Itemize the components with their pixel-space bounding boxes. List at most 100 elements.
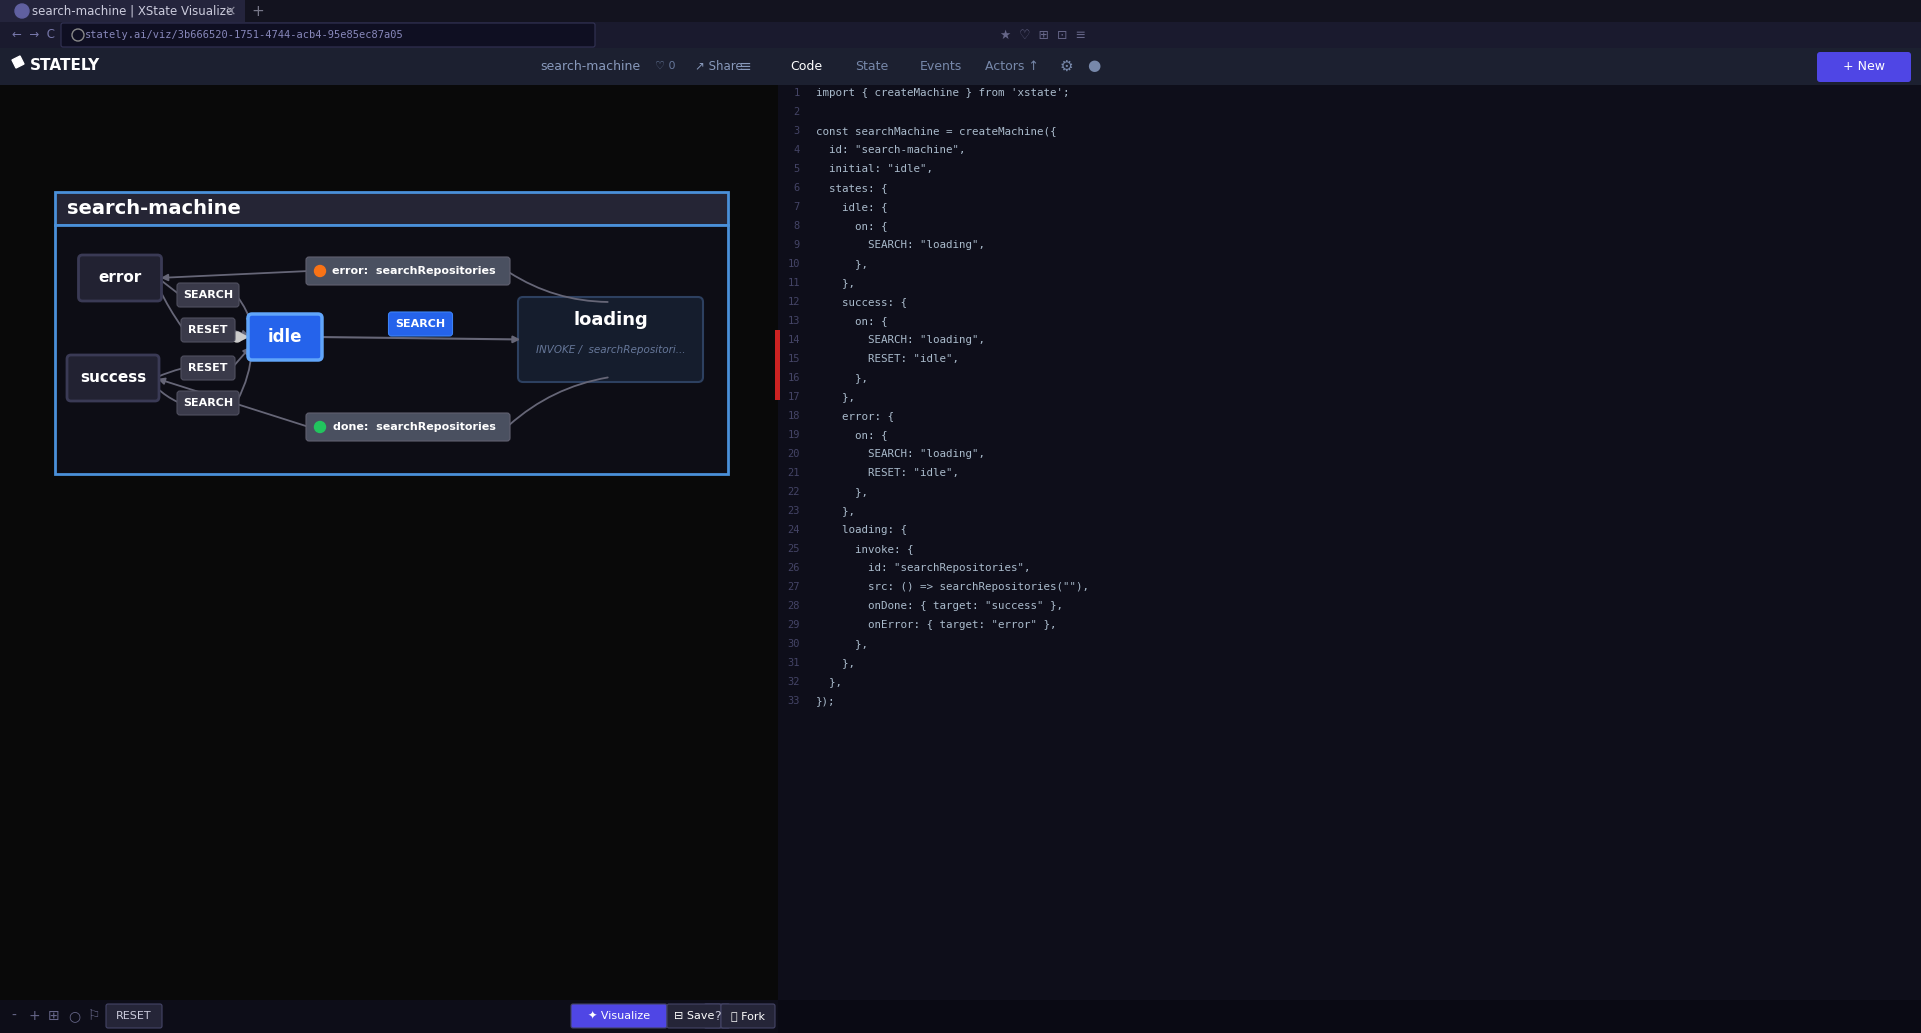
FancyBboxPatch shape [248,314,323,359]
FancyBboxPatch shape [0,48,1921,85]
FancyBboxPatch shape [774,330,780,400]
FancyBboxPatch shape [177,392,238,415]
Text: search-machine: search-machine [67,199,240,218]
Text: RESET: RESET [188,363,229,373]
Text: Code: Code [790,60,822,72]
Text: ✦ Visualize: ✦ Visualize [588,1011,649,1021]
Text: ≡: ≡ [738,59,751,73]
Text: State: State [855,60,888,72]
FancyBboxPatch shape [56,192,728,225]
Text: 14: 14 [788,335,799,345]
Text: SEARCH: "loading",: SEARCH: "loading", [816,240,985,250]
Text: 10: 10 [788,259,799,269]
Text: 12: 12 [788,298,799,307]
Text: invoke: {: invoke: { [816,544,914,554]
Text: search-machine: search-machine [540,60,640,72]
Text: 7: 7 [793,202,799,212]
Text: 27: 27 [788,582,799,592]
Text: initial: "idle",: initial: "idle", [816,164,934,174]
Text: },: }, [816,658,855,668]
FancyBboxPatch shape [181,318,234,342]
Text: 21: 21 [788,468,799,478]
Text: 24: 24 [788,525,799,535]
FancyBboxPatch shape [61,23,596,46]
Text: 16: 16 [788,373,799,383]
FancyBboxPatch shape [106,1004,161,1028]
Text: SEARCH: "loading",: SEARCH: "loading", [816,449,985,459]
Text: import { createMachine } from 'xstate';: import { createMachine } from 'xstate'; [816,88,1070,98]
Text: ⑂ Fork: ⑂ Fork [732,1011,765,1021]
Text: 3: 3 [793,126,799,136]
Text: id: "searchRepositories",: id: "searchRepositories", [816,563,1030,573]
Text: RESET: RESET [188,325,229,335]
Text: SEARCH: "loading",: SEARCH: "loading", [816,335,985,345]
Text: on: {: on: { [816,221,888,231]
Text: +: + [29,1009,40,1023]
Text: error: error [98,271,142,285]
Text: states: {: states: { [816,183,888,193]
Text: id: "search-machine",: id: "search-machine", [816,145,966,155]
Text: 29: 29 [788,620,799,630]
FancyBboxPatch shape [0,1000,778,1033]
Text: error: {: error: { [816,411,893,421]
Text: 17: 17 [788,392,799,402]
Text: 9: 9 [793,240,799,250]
Text: },: }, [816,278,855,288]
Text: idle: {: idle: { [816,202,888,212]
Text: SEARCH: SEARCH [182,398,232,408]
Text: 23: 23 [788,506,799,516]
Text: ⊟ Save: ⊟ Save [674,1011,715,1021]
Text: 13: 13 [788,316,799,326]
FancyBboxPatch shape [305,257,509,285]
Text: },: }, [816,677,841,687]
Text: onError: { target: "error" },: onError: { target: "error" }, [816,620,1057,630]
Text: 4: 4 [793,145,799,155]
Text: ★  ♡  ⊞  ⊡  ≡: ★ ♡ ⊞ ⊡ ≡ [1001,29,1085,41]
Circle shape [15,4,29,18]
Text: stately.ai/viz/3b666520-1751-4744-acb4-95e85ec87a05: stately.ai/viz/3b666520-1751-4744-acb4-9… [85,30,403,40]
Text: },: }, [816,259,868,269]
Text: ⊞: ⊞ [48,1009,60,1023]
Text: done:  searchRepositories: done: searchRepositories [332,422,496,432]
Text: success: success [81,371,146,385]
Text: ↗ Share: ↗ Share [695,60,743,72]
Text: idle: idle [267,328,302,346]
Text: ♡ 0: ♡ 0 [655,61,676,71]
Text: loading: {: loading: { [816,525,907,535]
FancyBboxPatch shape [0,0,246,22]
Text: 19: 19 [788,430,799,440]
Text: },: }, [816,487,868,497]
FancyBboxPatch shape [67,355,159,401]
FancyBboxPatch shape [571,1004,667,1028]
FancyBboxPatch shape [388,312,453,336]
Text: +: + [252,3,265,19]
Text: 31: 31 [788,658,799,668]
Text: ←  →  C: ← → C [12,29,56,41]
Text: on: {: on: { [816,316,888,326]
Text: 6: 6 [793,183,799,193]
Text: + New: + New [1842,61,1885,73]
Text: error:  searchRepositories: error: searchRepositories [332,267,496,276]
Text: ?: ? [715,1009,720,1023]
Text: 33: 33 [788,696,799,706]
FancyBboxPatch shape [305,413,509,441]
Text: ×: × [225,4,236,18]
Text: SEARCH: SEARCH [182,290,232,300]
Text: SEARCH: SEARCH [396,319,446,328]
Text: 15: 15 [788,354,799,364]
FancyBboxPatch shape [56,225,728,474]
Circle shape [232,332,242,342]
Text: 2: 2 [793,107,799,117]
Circle shape [315,265,325,277]
Text: STATELY: STATELY [31,59,100,73]
Text: 8: 8 [793,221,799,231]
FancyBboxPatch shape [667,1004,720,1028]
Text: 1: 1 [793,88,799,98]
Text: ⚐: ⚐ [88,1009,100,1023]
Text: 32: 32 [788,677,799,687]
Text: ○: ○ [67,1009,81,1023]
Text: 30: 30 [788,639,799,649]
Text: 20: 20 [788,449,799,459]
FancyBboxPatch shape [79,255,161,301]
Text: -: - [12,1009,17,1023]
